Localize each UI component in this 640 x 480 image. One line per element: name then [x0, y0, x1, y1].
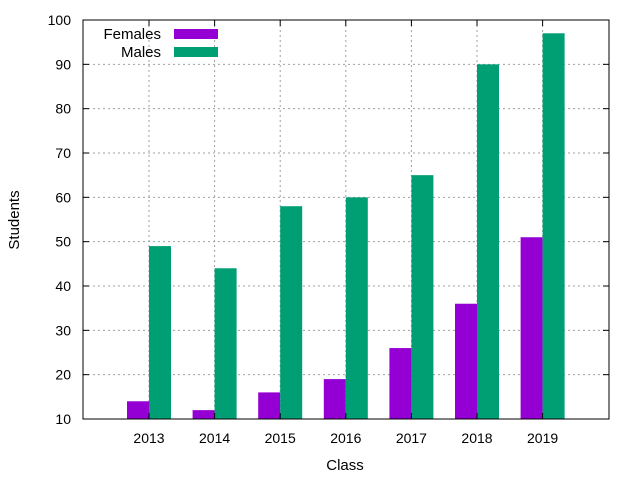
y-tick-label: 90: [55, 56, 71, 72]
bar-females-2019: [520, 237, 543, 419]
x-tick-label: 2019: [527, 430, 558, 446]
y-tick-label: 40: [55, 278, 71, 294]
bars: [127, 33, 565, 420]
bar-females-2014: [192, 410, 215, 419]
bar-females-2013: [127, 401, 149, 419]
bar-males-2016: [345, 197, 368, 419]
x-tick-label: 2017: [396, 430, 427, 446]
bar-males-2015: [280, 206, 303, 419]
bar-males-2013: [149, 246, 171, 419]
y-axis-title: Students: [6, 190, 23, 249]
y-tick-label: 20: [55, 367, 71, 383]
legend-swatch-females: [174, 29, 218, 39]
bar-males-2018: [477, 64, 499, 419]
legend-label-males: Males: [121, 44, 161, 61]
x-tick-label: 2016: [330, 430, 361, 446]
bar-females-2017: [389, 348, 412, 419]
ticks: 10 20 30 40 50 60 70 80 90 100 2013 2014 2015 2016 201…: [48, 12, 609, 446]
bar-males-2014: [214, 268, 237, 419]
bar-males-2017: [411, 175, 434, 419]
y-tick-label: 70: [55, 145, 71, 161]
legend-label-females: Females: [103, 26, 161, 43]
x-tick-label: 2013: [133, 430, 164, 446]
legend-swatch-males: [174, 47, 218, 57]
x-axis-title: Class: [326, 457, 364, 474]
x-tick-label: 2015: [265, 430, 296, 446]
bar-females-2018: [455, 303, 477, 419]
x-tick-label: 2014: [199, 430, 230, 446]
y-tick-label: 10: [55, 411, 71, 427]
bar-females-2016: [323, 379, 346, 419]
y-tick-label: 60: [55, 189, 71, 205]
y-tick-label: 100: [48, 12, 72, 28]
y-tick-label: 50: [55, 234, 71, 250]
bar-males-2019: [542, 33, 565, 420]
y-tick-label: 80: [55, 101, 71, 117]
y-tick-label: 30: [55, 322, 71, 338]
bar-females-2015: [258, 392, 281, 419]
x-tick-label: 2018: [461, 430, 492, 446]
